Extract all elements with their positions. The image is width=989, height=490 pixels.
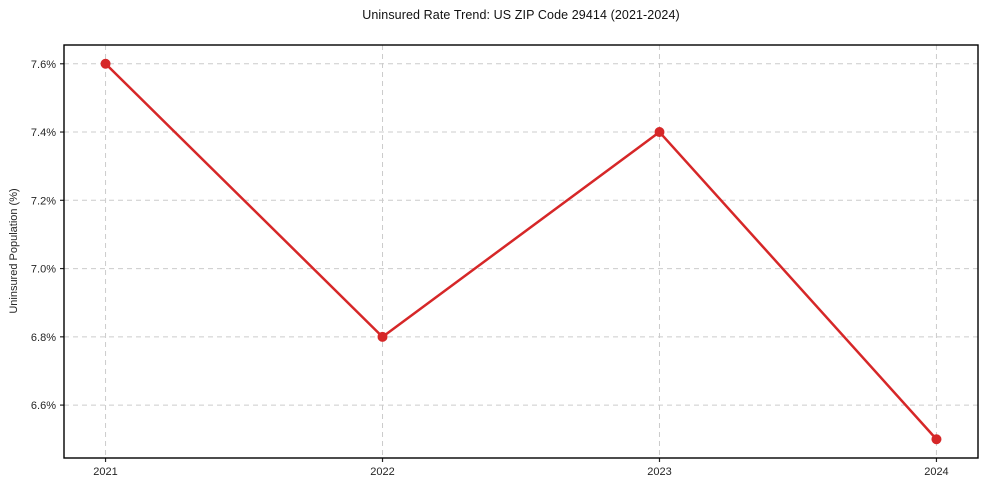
data-point xyxy=(931,434,942,445)
y-tick-label: 7.6% xyxy=(31,59,56,71)
data-point xyxy=(377,331,388,342)
x-tick-label: 2023 xyxy=(647,466,671,478)
data-point xyxy=(100,58,111,69)
data-point xyxy=(654,127,665,138)
y-tick-label: 6.8% xyxy=(31,332,56,344)
y-tick-label: 7.4% xyxy=(31,127,56,139)
chart-title: Uninsured Rate Trend: US ZIP Code 29414 … xyxy=(362,8,680,22)
y-tick-label: 7.2% xyxy=(31,195,56,207)
data-line xyxy=(104,62,938,441)
axes-box xyxy=(63,44,979,459)
x-tick-label: 2024 xyxy=(924,466,948,478)
y-tick-label: 6.6% xyxy=(31,400,56,412)
x-tick-label: 2021 xyxy=(93,466,117,478)
x-tick-label: 2022 xyxy=(370,466,394,478)
y-tick-label: 7.0% xyxy=(31,264,56,276)
